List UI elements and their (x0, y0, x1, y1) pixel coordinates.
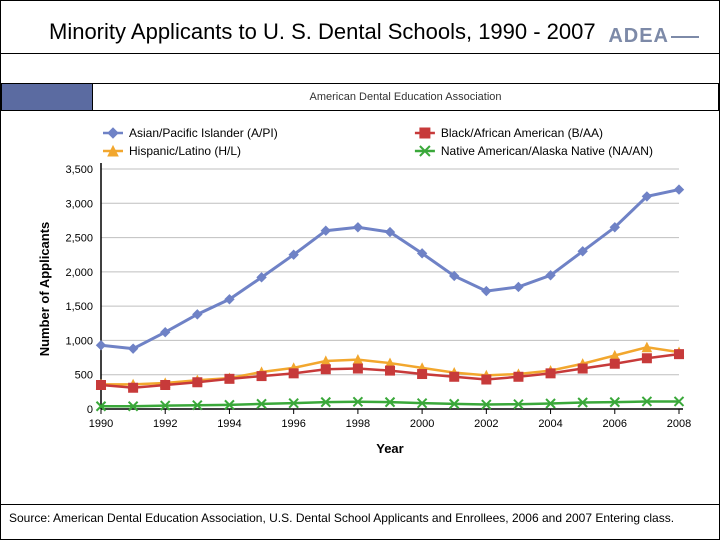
svg-text:Year: Year (376, 441, 403, 456)
adea-logo: ADEA (608, 25, 699, 48)
banner-text: American Dental Education Association (93, 83, 719, 111)
logo-text: ADEA (608, 25, 669, 47)
svg-text:500: 500 (75, 370, 93, 382)
svg-text:2,500: 2,500 (65, 233, 93, 245)
line-chart: 0 500 1,000 1,500 2,000 2,500 3,000 3,500 1990 19… (31, 119, 691, 475)
svg-text:2,000: 2,000 (65, 267, 93, 279)
banner-accent (1, 83, 93, 111)
svg-text:1996: 1996 (281, 418, 305, 430)
slide: Minority Applicants to U. S. Dental Scho… (0, 0, 720, 540)
svg-text:1994: 1994 (217, 418, 241, 430)
svg-text:3,500: 3,500 (65, 164, 93, 176)
svg-text:3,000: 3,000 (65, 198, 93, 210)
logo-line-icon (671, 36, 699, 38)
svg-text:2004: 2004 (538, 418, 562, 430)
chart-area: 0 500 1,000 1,500 2,000 2,500 3,000 3,500 1990 19… (31, 119, 691, 475)
svg-text:2000: 2000 (410, 418, 434, 430)
svg-text:Native American/Alaska Native: Native American/Alaska Native (NA/AN) (441, 144, 653, 158)
svg-text:1998: 1998 (346, 418, 370, 430)
svg-text:1992: 1992 (153, 418, 177, 430)
svg-text:Hispanic/Latino (H/L): Hispanic/Latino (H/L) (129, 144, 241, 158)
source-note: Source: American Dental Education Associ… (1, 504, 719, 539)
svg-text:1990: 1990 (89, 418, 113, 430)
svg-text:2008: 2008 (667, 418, 691, 430)
svg-text:0: 0 (87, 404, 93, 416)
svg-text:1,500: 1,500 (65, 301, 93, 313)
svg-text:1,000: 1,000 (65, 335, 93, 347)
banner: American Dental Education Association (1, 83, 719, 111)
svg-text:Black/African American (B/AA): Black/African American (B/AA) (441, 126, 603, 140)
svg-text:2002: 2002 (474, 418, 498, 430)
svg-text:2006: 2006 (603, 418, 627, 430)
svg-text:Number of Applicants: Number of Applicants (37, 222, 52, 357)
svg-text:Asian/Pacific Islander (A/PI): Asian/Pacific Islander (A/PI) (129, 126, 278, 140)
